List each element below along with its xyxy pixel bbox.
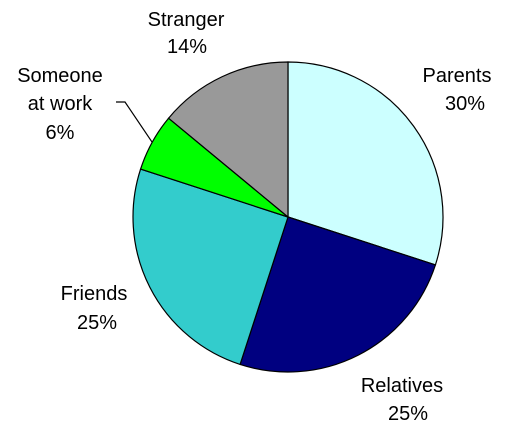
label-someone-at-work-line1: Someone	[17, 65, 103, 87]
label-friends: Friends	[61, 283, 128, 305]
label-parents-percent: 30%	[445, 93, 485, 115]
label-relatives: Relatives	[361, 375, 443, 397]
leader-lines	[116, 101, 153, 143]
label-stranger-percent: 14%	[167, 36, 207, 58]
label-parents: Parents	[423, 65, 492, 87]
slice-relatives	[239, 216, 437, 373]
slice-stranger	[167, 61, 289, 219]
label-friends-percent: 25%	[77, 312, 117, 334]
pie-slices	[132, 61, 444, 373]
slice-parents	[287, 61, 444, 266]
label-someone-at-work-percent: 6%	[46, 122, 75, 144]
label-stranger: Stranger	[148, 9, 225, 31]
leader-line-someone-at-work	[116, 101, 153, 143]
slice-friends	[132, 168, 289, 366]
label-someone-at-work-line2: at work	[28, 93, 93, 115]
label-relatives-percent: 25%	[388, 403, 428, 425]
